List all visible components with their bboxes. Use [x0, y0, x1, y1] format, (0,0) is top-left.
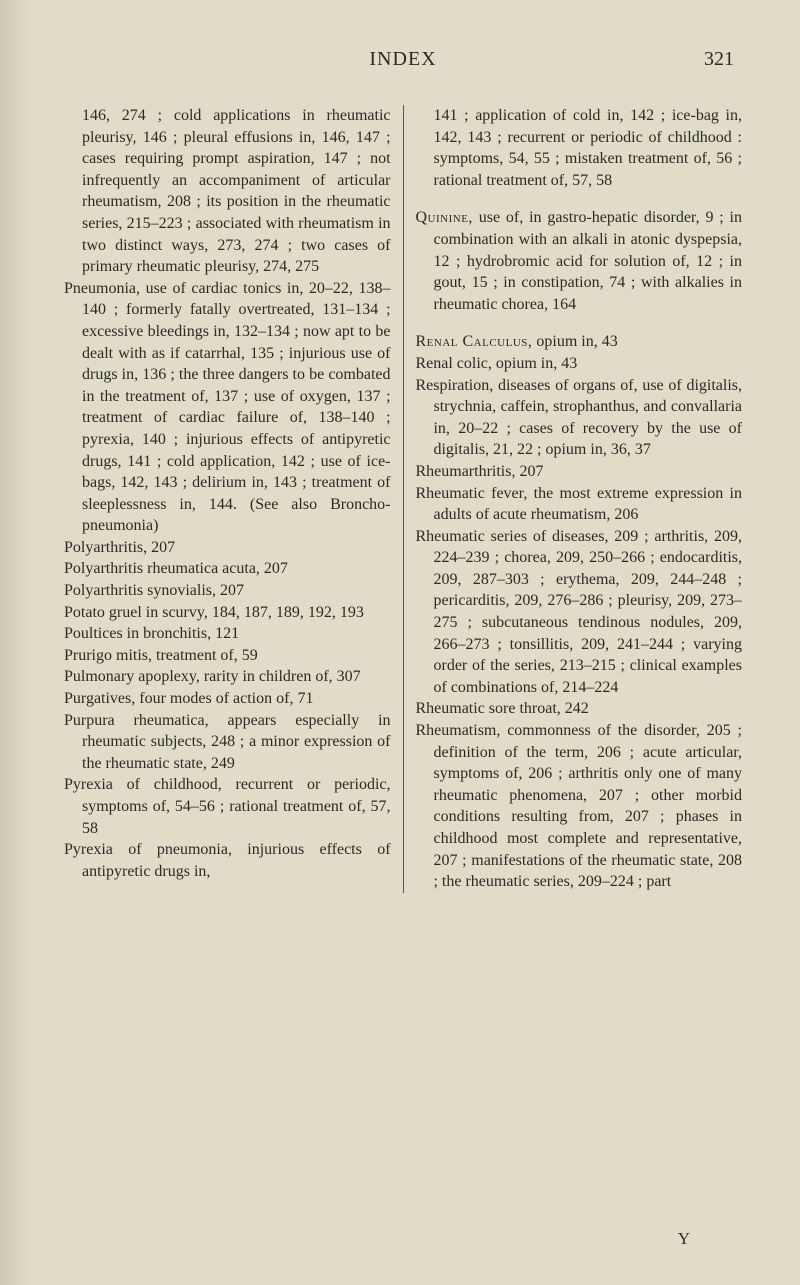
header-title: INDEX: [369, 48, 436, 71]
index-entry: Purpura rheumatica, appears especially i…: [64, 710, 391, 775]
index-entry: Pneumonia, use of cardiac tonics in, 20–…: [64, 278, 391, 537]
index-entry: Renal colic, opium in, 43: [415, 353, 742, 375]
section-gap: [415, 191, 742, 207]
index-entry: Rheumatism, commonness of the disorder, …: [415, 720, 742, 893]
page-header: INDEX 321: [64, 48, 742, 71]
left-column: 146, 274 ; cold applications in rheumati…: [64, 105, 391, 893]
index-headword: Renal Calculus,: [415, 333, 532, 350]
index-entry: Polyarthritis synovialis, 207: [64, 580, 391, 602]
index-entry: 141 ; application of cold in, 142 ; ice-…: [415, 105, 742, 191]
index-entry: Pyrexia of pneumonia, injurious effects …: [64, 839, 391, 882]
index-entry: Rheumarthritis, 207: [415, 461, 742, 483]
section-gap: [415, 315, 742, 331]
index-entry: Rheumatic series of diseases, 209 ; arth…: [415, 526, 742, 699]
index-entry: Poultices in bronchitis, 121: [64, 623, 391, 645]
index-headword: Quinine,: [415, 209, 472, 226]
index-entry: Potato gruel in scurvy, 184, 187, 189, 1…: [64, 602, 391, 624]
page: INDEX 321 146, 274 ; cold applications i…: [0, 0, 800, 1285]
index-entry: Polyarthritis rheumatica acuta, 207: [64, 558, 391, 580]
index-entry: Renal Calculus, opium in, 43: [415, 331, 742, 353]
columns: 146, 274 ; cold applications in rheumati…: [64, 105, 742, 893]
index-entry: Rheumatic fever, the most extreme expres…: [415, 483, 742, 526]
index-entry: Pyrexia of childhood, recurrent or perio…: [64, 774, 391, 839]
index-entry: Respiration, diseases of organs of, use …: [415, 375, 742, 461]
left-edge-shadow: [0, 0, 30, 1285]
index-entry-text: opium in, 43: [532, 333, 617, 350]
index-entry: Pulmonary apoplexy, rarity in children o…: [64, 666, 391, 688]
index-entry: Purgatives, four modes of action of, 71: [64, 688, 391, 710]
index-entry: Prurigo mitis, treatment of, 59: [64, 645, 391, 667]
index-entry: 146, 274 ; cold applications in rheumati…: [64, 105, 391, 278]
column-divider: [403, 105, 404, 893]
page-number: 321: [704, 48, 734, 71]
signature-mark: Y: [678, 1229, 690, 1249]
index-entry: Quinine, use of, in gastro-hepatic disor…: [415, 207, 742, 315]
index-entry-text: use of, in gastro-hepatic disorder, 9 ; …: [433, 209, 742, 312]
right-column: 141 ; application of cold in, 142 ; ice-…: [415, 105, 742, 893]
index-entry: Rheumatic sore throat, 242: [415, 698, 742, 720]
index-entry: Polyarthritis, 207: [64, 537, 391, 559]
